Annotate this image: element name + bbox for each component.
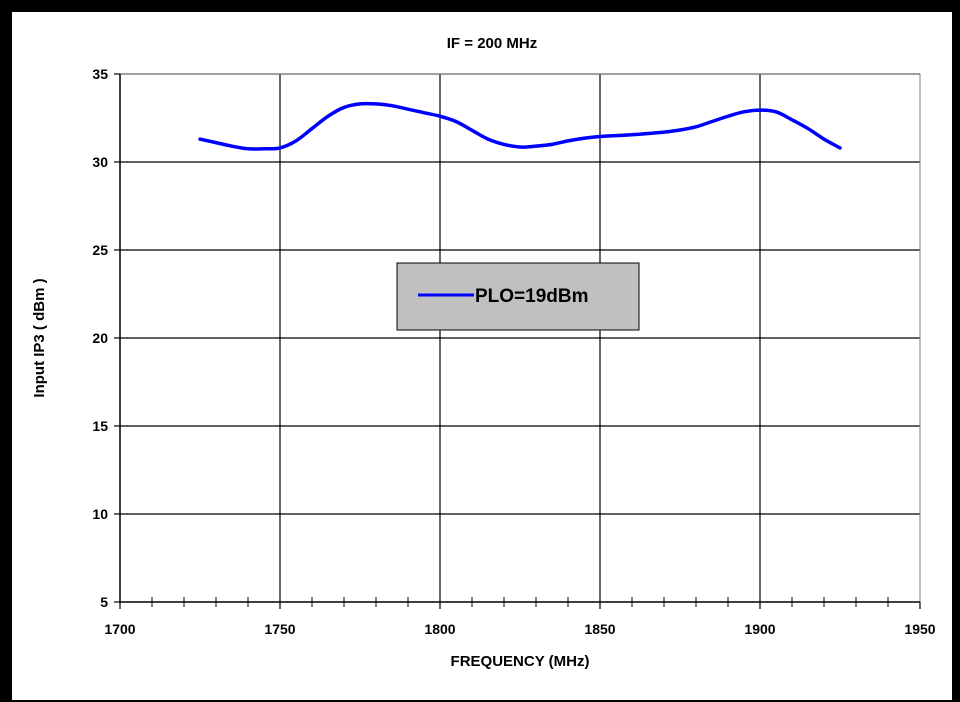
grid-lines — [120, 73, 920, 602]
x-tick-label-1850: 1850 — [584, 621, 615, 637]
y-tick-label-15: 15 — [92, 418, 108, 434]
x-tick-label-1950: 1950 — [904, 621, 935, 637]
x-tick-label-1700: 1700 — [104, 621, 135, 637]
y-tick-label-25: 25 — [92, 242, 108, 258]
y-axis-label: Input IP3 ( dBm ) — [31, 278, 48, 397]
series-line-0 — [198, 101, 842, 151]
legend-label-plo-19dbm: PLO=19dBm — [475, 286, 589, 307]
y-tick-label-5: 5 — [100, 594, 108, 610]
line-chart: 5 10 15 20 25 30 35 1700 1750 1800 1850 1900 1950 PL… — [31, 35, 936, 670]
series-layer — [198, 101, 842, 151]
legend: PLO=19dBm — [396, 262, 640, 331]
y-tick-label-20: 20 — [92, 330, 108, 346]
chart-area: 5 10 15 20 25 30 35 1700 1750 1800 1850 1900 1950 PL… — [12, 12, 952, 700]
y-tick-label-10: 10 — [92, 506, 108, 522]
y-tick-label-30: 30 — [92, 154, 108, 170]
x-tick-label-1750: 1750 — [264, 621, 295, 637]
x-tick-label-1800: 1800 — [424, 621, 455, 637]
x-axis-label: FREQUENCY (MHz) — [451, 653, 590, 670]
axes: 5 10 15 20 25 30 35 1700 1750 1800 1850 1900 1950 — [92, 66, 935, 637]
y-tick-label-35: 35 — [92, 66, 108, 82]
x-tick-label-1900: 1900 — [744, 621, 775, 637]
chart-title: IF = 200 MHz — [447, 35, 537, 52]
